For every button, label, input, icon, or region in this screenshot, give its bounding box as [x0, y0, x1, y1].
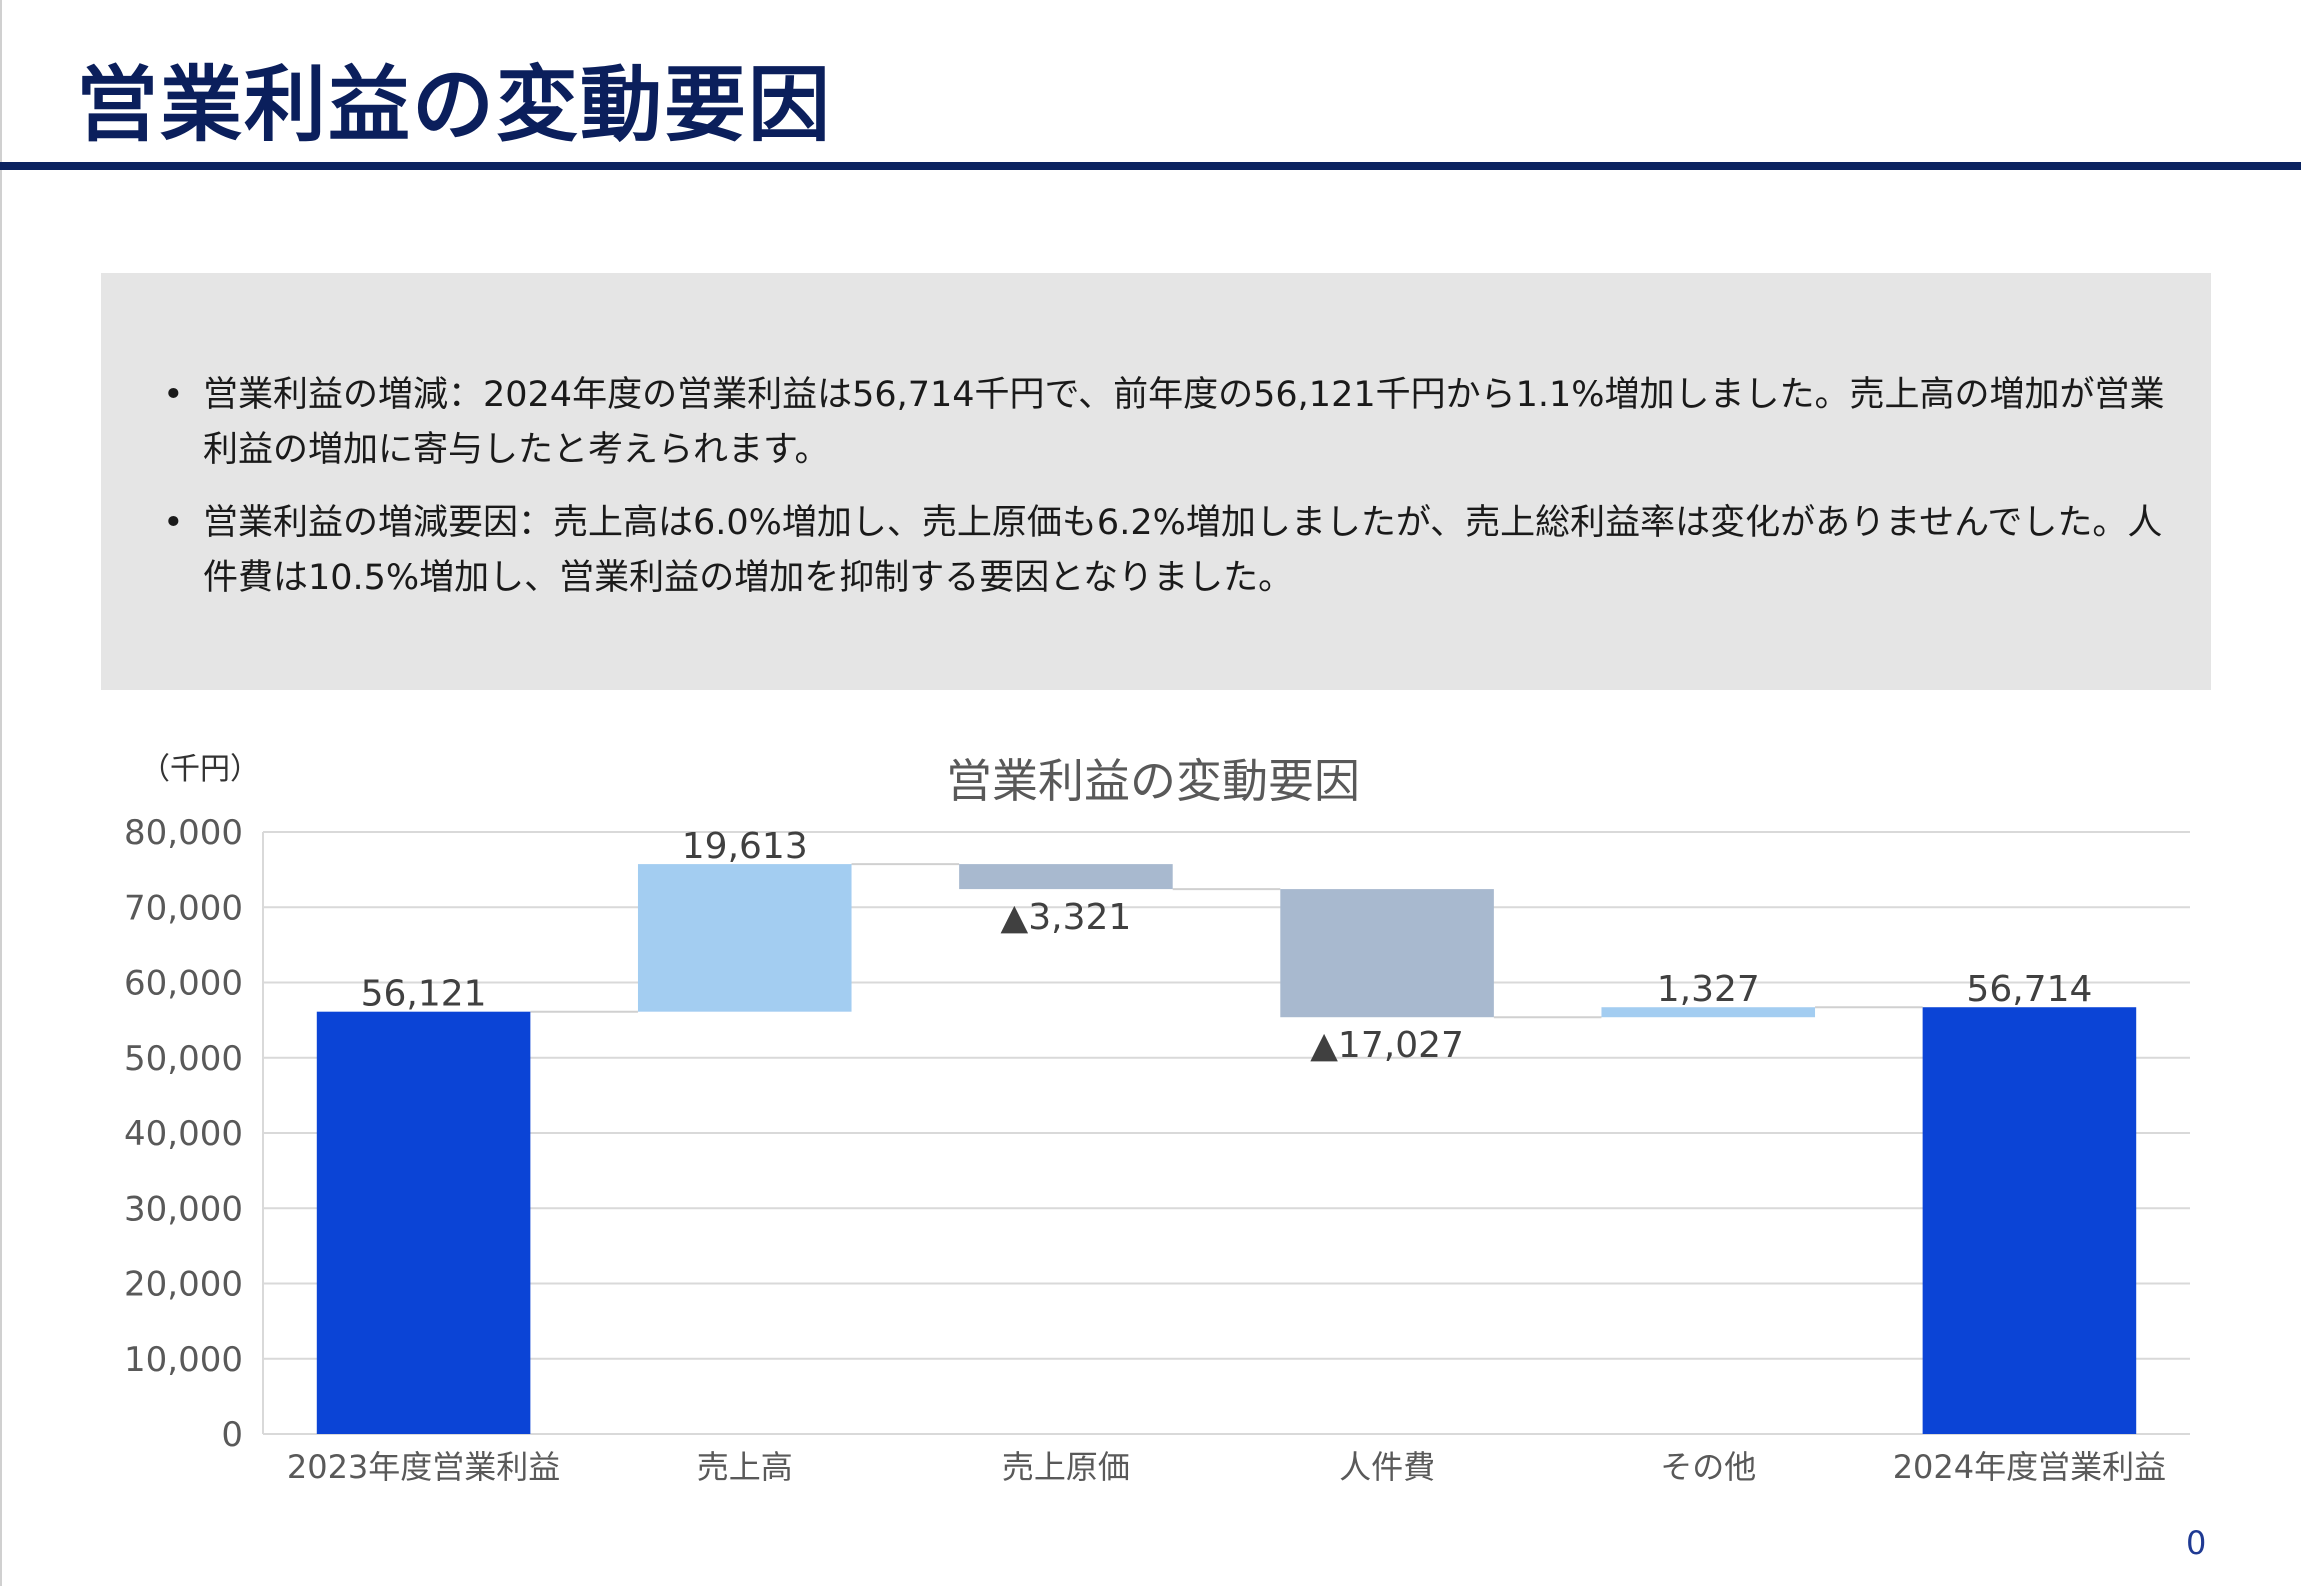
bar-increase: [637, 864, 852, 1012]
category-label: 売上原価: [1002, 1448, 1130, 1486]
page-left-border: [0, 0, 2, 1586]
bullet-icon: •: [163, 375, 184, 415]
page-title: 営業利益の変動要因: [76, 58, 833, 153]
bar-decrease: [1280, 889, 1494, 1018]
y-tick-label: 40,000: [124, 1114, 243, 1154]
category-label: 2023年度営業利益: [287, 1448, 560, 1486]
category-label: 2024年度営業利益: [1893, 1448, 2166, 1486]
bar-total: [316, 1011, 531, 1434]
connector-lines: [530, 863, 1923, 1019]
y-tick-label: 20,000: [124, 1265, 243, 1305]
data-label: 56,714: [1966, 969, 2092, 1010]
y-tick-label: 70,000: [124, 888, 243, 928]
data-label: ▲3,321: [1001, 897, 1132, 938]
title-divider: [0, 162, 2301, 170]
bar-increase: [1601, 1007, 1816, 1018]
y-axis-unit-label: （千円）: [140, 752, 260, 787]
chart-title: 営業利益の変動要因: [946, 754, 1360, 808]
summary-bullet-text: 営業利益の増減要因：売上高は6.0%増加し、売上原価も6.2%増加しましたが、売…: [203, 503, 2163, 598]
summary-bullet: • 営業利益の増減要因：売上高は6.0%増加し、売上原価も6.2%増加しましたが…: [163, 496, 2183, 606]
category-label: 人件費: [1339, 1448, 1435, 1486]
bars: [316, 864, 2137, 1434]
data-labels: 56,121 19,613 ▲3,321 ▲17,027 1,327 56,714: [361, 826, 2093, 1066]
y-tick-label: 0: [221, 1415, 243, 1455]
summary-bullet-text: 営業利益の増減：2024年度の営業利益は56,714千円で、前年度の56,121…: [203, 375, 2165, 470]
y-tick-label: 80,000: [124, 813, 243, 853]
summary-list: • 営業利益の増減：2024年度の営業利益は56,714千円で、前年度の56,1…: [163, 368, 2183, 624]
y-axis-ticks: 0 10,000 20,000 30,000 40,000 50,000 60,000 70,…: [124, 813, 243, 1455]
bar-total: [1922, 1007, 2137, 1434]
category-label: 売上高: [697, 1448, 793, 1486]
category-labels: 2023年度営業利益 売上高 売上原価 人件費 その他 2024年度営業利益: [287, 1448, 2166, 1486]
summary-box: • 営業利益の増減：2024年度の営業利益は56,714千円で、前年度の56,1…: [101, 273, 2211, 690]
y-tick-label: 60,000: [124, 964, 243, 1004]
data-label: 19,613: [682, 826, 808, 867]
y-tick-label: 10,000: [124, 1340, 243, 1380]
data-label: ▲17,027: [1310, 1025, 1464, 1066]
summary-bullet: • 営業利益の増減：2024年度の営業利益は56,714千円で、前年度の56,1…: [163, 368, 2183, 478]
bar-decrease: [959, 864, 1173, 890]
data-label: 56,121: [361, 974, 487, 1015]
bullet-icon: •: [163, 503, 184, 543]
y-tick-label: 30,000: [124, 1189, 243, 1229]
page-number: 0: [2186, 1524, 2207, 1562]
y-tick-label: 50,000: [124, 1039, 243, 1079]
category-label: その他: [1660, 1448, 1756, 1486]
grid-lines: [262, 831, 2190, 1435]
data-label: 1,327: [1657, 969, 1760, 1010]
